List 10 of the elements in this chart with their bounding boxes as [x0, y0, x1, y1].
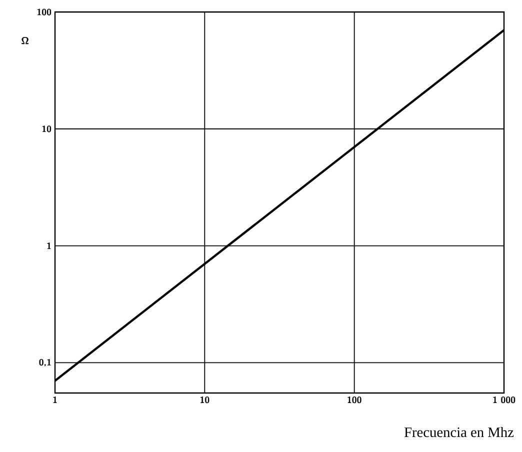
- y-tick-label: 0,1: [39, 358, 51, 366]
- y-tick-label: 100: [37, 8, 52, 16]
- x-tick-label: 100: [348, 396, 362, 404]
- x-tick-label: 1: [53, 396, 57, 403]
- x-tick-label: 10: [200, 396, 210, 404]
- y-tick-label: 10: [42, 126, 52, 132]
- y-axis-title: Ω: [22, 37, 29, 44]
- y-tick-label: 1: [47, 242, 51, 249]
- x-axis-title: Frecuencia en Mhz: [404, 427, 514, 438]
- x-tick-label: 1 000: [493, 396, 516, 404]
